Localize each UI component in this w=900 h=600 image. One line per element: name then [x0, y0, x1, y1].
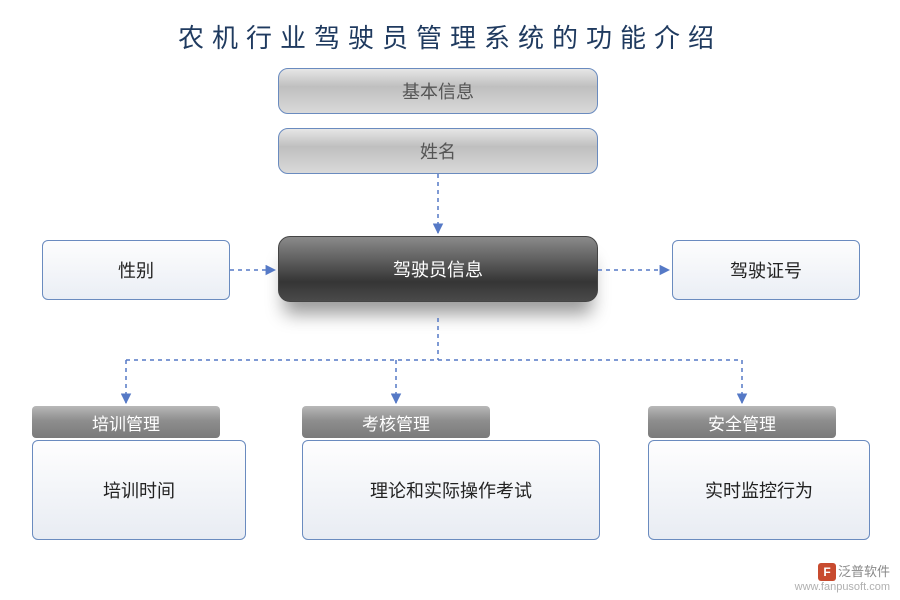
node-gender: 性别 [42, 240, 230, 300]
watermark: F泛普软件 www.fanpusoft.com [795, 563, 890, 594]
node-license: 驾驶证号 [672, 240, 860, 300]
node-assess-body: 理论和实际操作考试 [302, 440, 600, 540]
node-train-body: 培训时间 [32, 440, 246, 540]
node-safety-header: 安全管理 [648, 406, 836, 438]
page-title: 农机行业驾驶员管理系统的功能介绍 [0, 0, 900, 55]
node-center: 驾驶员信息 [278, 236, 598, 302]
watermark-url: www.fanpusoft.com [795, 581, 890, 594]
node-name: 姓名 [278, 128, 598, 174]
node-safety-body: 实时监控行为 [648, 440, 870, 540]
watermark-logo-icon: F [818, 563, 836, 581]
node-basic-info: 基本信息 [278, 68, 598, 114]
node-assess-header: 考核管理 [302, 406, 490, 438]
node-train-header: 培训管理 [32, 406, 220, 438]
watermark-brand: 泛普软件 [838, 564, 890, 579]
